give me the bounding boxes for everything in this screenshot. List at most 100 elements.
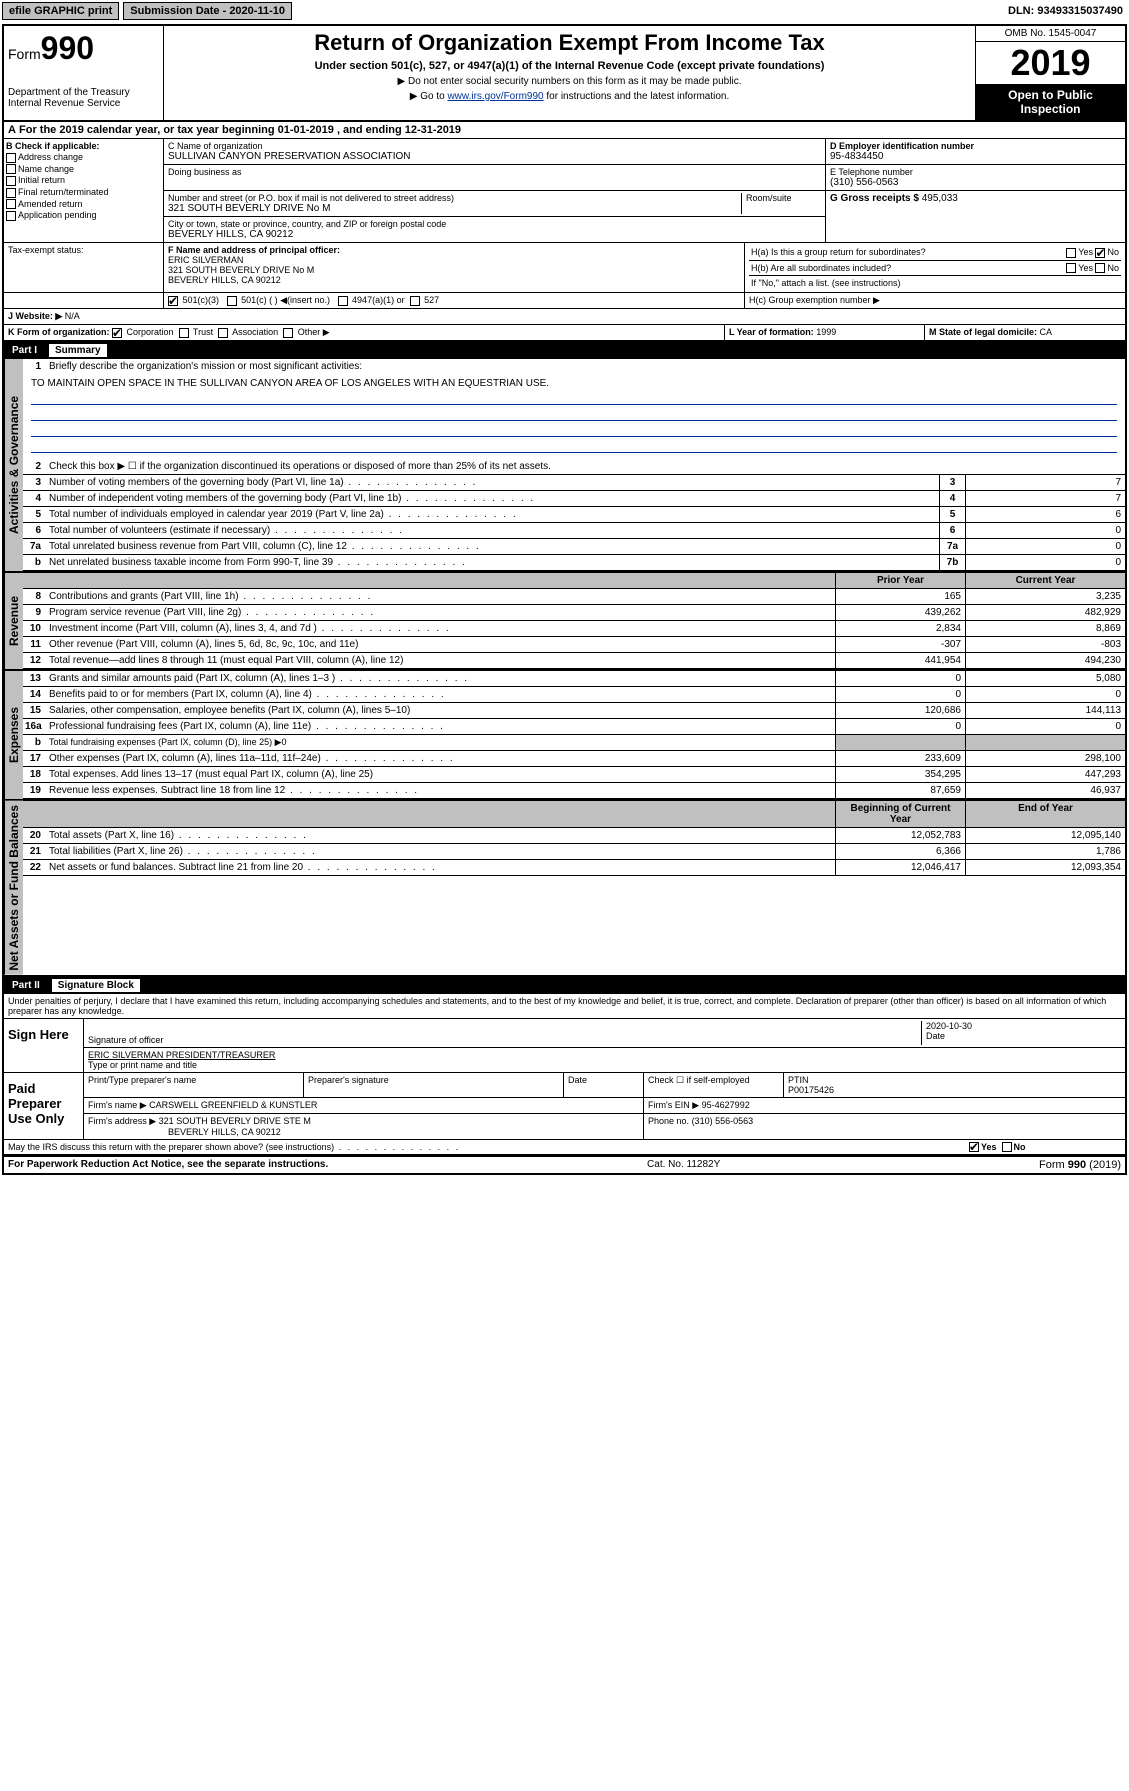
chk-other[interactable] [283,328,293,338]
chk-4947[interactable] [338,296,348,306]
footer-pra: For Paperwork Reduction Act Notice, see … [8,1159,328,1171]
line5-text: Total number of individuals employed in … [45,507,939,522]
chk-527[interactable] [410,296,420,306]
discuss-no[interactable] [1002,1142,1012,1152]
prep-self-employed[interactable]: Check ☐ if self-employed [644,1073,784,1097]
submission-date-btn[interactable]: Submission Date - 2020-11-10 [123,2,292,20]
line21-text: Total liabilities (Part X, line 26) [45,844,835,859]
firm-phone-val: (310) 556-0563 [692,1116,754,1126]
chk-name-change[interactable]: Name change [6,164,161,175]
city-value: BEVERLY HILLS, CA 90212 [168,229,821,240]
hb-no[interactable] [1095,263,1105,273]
l10-prior: 2,834 [835,621,965,636]
part1-num: Part I [12,345,37,356]
l15-prior: 120,686 [835,703,965,718]
room-label: Room/suite [746,193,821,203]
line12-text: Total revenue—add lines 8 through 11 (mu… [45,653,835,668]
l8-curr: 3,235 [965,589,1125,604]
sign-here-label: Sign Here [4,1019,84,1072]
l13-curr: 5,080 [965,671,1125,686]
chk-assoc[interactable] [218,328,228,338]
line7a-text: Total unrelated business revenue from Pa… [45,539,939,554]
chk-amended[interactable]: Amended return [6,199,161,210]
l22-curr: 12,093,354 [965,860,1125,875]
l21-prior: 6,366 [835,844,965,859]
line8-text: Contributions and grants (Part VIII, lin… [45,589,835,604]
prep-name-label: Print/Type preparer's name [84,1073,304,1097]
line19-text: Revenue less expenses. Subtract line 18 … [45,783,835,798]
officer-addr2: BEVERLY HILLS, CA 90212 [168,275,281,285]
l18-curr: 447,293 [965,767,1125,782]
form-title: Return of Organization Exempt From Incom… [172,30,967,56]
addr-value: 321 SOUTH BEVERLY DRIVE No M [168,203,741,214]
perjury-text: Under penalties of perjury, I declare th… [4,994,1125,1019]
hb-yes[interactable] [1066,263,1076,273]
l10-curr: 8,869 [965,621,1125,636]
line6-text: Total number of volunteers (estimate if … [45,523,939,538]
chk-corp[interactable] [112,328,122,338]
gross-receipts: 495,033 [922,193,958,204]
hb-note: If "No," attach a list. (see instruction… [749,276,1121,290]
efile-btn[interactable]: efile GRAPHIC print [2,2,119,20]
ha-yes[interactable] [1066,248,1076,258]
l11-prior: -307 [835,637,965,652]
omb-number: OMB No. 1545-0047 [976,26,1125,42]
i-label: Tax-exempt status: [4,243,164,292]
line9-text: Program service revenue (Part VIII, line… [45,605,835,620]
side-governance: Activities & Governance [4,359,23,571]
tax-year-line: A For the 2019 calendar year, or tax yea… [4,122,1125,139]
l20-curr: 12,095,140 [965,828,1125,843]
l14-curr: 0 [965,687,1125,702]
dln-text: DLN: 93493315037490 [1008,5,1127,17]
firm-ein-val: 95-4627992 [702,1100,750,1110]
ha-label: H(a) Is this a group return for subordin… [751,247,926,258]
dept-text: Department of the Treasury Internal Reve… [8,87,159,109]
sig-date-label: Date [926,1031,1121,1041]
form-id-cell: Form990 Department of the Treasury Inter… [4,26,164,120]
line7b-text: Net unrelated business taxable income fr… [45,555,939,570]
chk-final-return[interactable]: Final return/terminated [6,187,161,198]
dba-value [168,177,821,188]
chk-app-pending[interactable]: Application pending [6,210,161,221]
side-netassets: Net Assets or Fund Balances [4,801,23,975]
firm-name-val: CARSWELL GREENFIELD & KUNSTLER [149,1100,317,1110]
website-value: N/A [65,311,80,321]
side-expenses: Expenses [4,671,23,799]
ha-no[interactable] [1095,248,1105,258]
line6-val: 0 [965,523,1125,538]
discuss-text: May the IRS discuss this return with the… [4,1140,965,1155]
discuss-yes[interactable] [969,1142,979,1152]
chk-trust[interactable] [179,328,189,338]
l13-prior: 0 [835,671,965,686]
l19-prior: 87,659 [835,783,965,798]
chk-address-change[interactable]: Address change [6,152,161,163]
line2-text: Check this box ▶ ☐ if the organization d… [45,459,1125,474]
firm-ein-label: Firm's EIN ▶ [648,1100,699,1110]
chk-501c[interactable] [227,296,237,306]
mission-text: TO MAINTAIN OPEN SPACE IN THE SULLIVAN C… [31,378,1117,389]
m-label: M State of legal domicile: [929,327,1037,337]
sig-date-val: 2020-10-30 [926,1021,1121,1031]
hdr-prior: Prior Year [835,573,965,588]
irs-link[interactable]: www.irs.gov/Form990 [447,91,543,102]
c-label: C Name of organization [168,141,821,151]
note-link: ▶ Go to www.irs.gov/Form990 for instruct… [172,91,967,102]
hdr-beg: Beginning of Current Year [835,801,965,827]
ptin-label: PTIN [788,1075,809,1085]
line5-val: 6 [965,507,1125,522]
side-revenue: Revenue [4,573,23,669]
chk-501c3[interactable] [168,296,178,306]
addr-label: Number and street (or P.O. box if mail i… [168,193,741,203]
chk-initial-return[interactable]: Initial return [6,175,161,186]
line4-val: 7 [965,491,1125,506]
line13-text: Grants and similar amounts paid (Part IX… [45,671,835,686]
part2-title: Signature Block [52,979,140,992]
l15-curr: 144,113 [965,703,1125,718]
prep-sig-label: Preparer's signature [304,1073,564,1097]
l20-prior: 12,052,783 [835,828,965,843]
section-b-label: B Check if applicable: [6,141,100,151]
part2-num: Part II [12,980,40,991]
l21-curr: 1,786 [965,844,1125,859]
ptin-val: P00175426 [788,1085,834,1095]
line4-text: Number of independent voting members of … [45,491,939,506]
